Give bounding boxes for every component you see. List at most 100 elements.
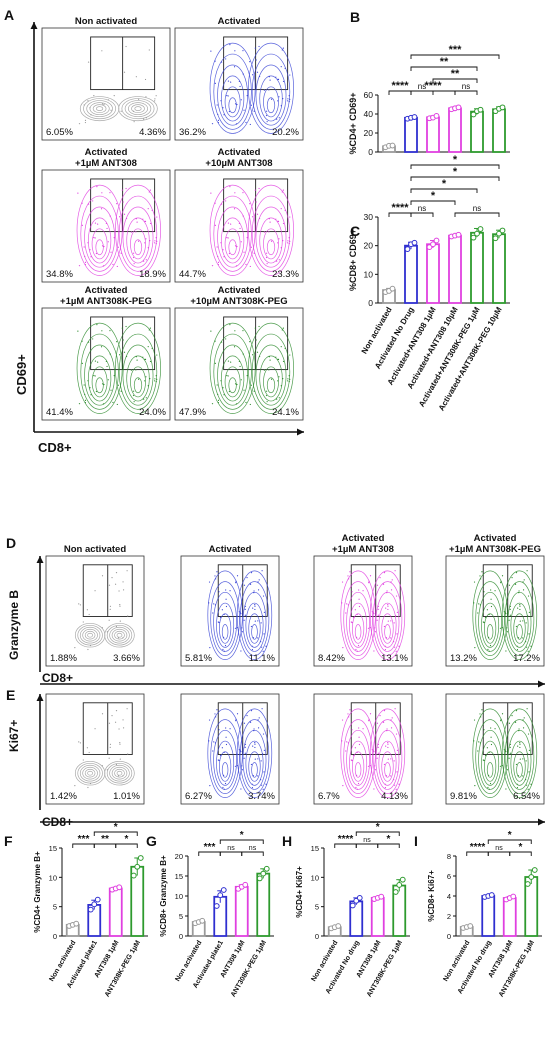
event-dot: [282, 327, 284, 329]
y-tick-label: 0: [447, 932, 451, 941]
contour-ring: [478, 591, 502, 652]
event-dot: [254, 620, 256, 622]
event-dot: [368, 718, 370, 720]
y-tick-label: 0: [53, 932, 57, 941]
data-point: [477, 106, 484, 113]
plot-frame: [180, 555, 280, 667]
event-dot: [227, 237, 229, 239]
event-dot: [253, 252, 255, 254]
event-dot: [246, 95, 248, 97]
event-dot: [216, 104, 218, 106]
event-dot: [494, 590, 496, 592]
event-dot: [371, 610, 373, 613]
event-dot: [145, 96, 147, 98]
event-dot: [484, 755, 487, 757]
contour-ring: [245, 602, 264, 648]
event-dot: [82, 621, 84, 623]
event-dots: [208, 708, 267, 790]
event-dot: [125, 187, 127, 190]
event-dot: [223, 256, 225, 258]
event-dot: [133, 252, 135, 254]
event-dot: [83, 246, 85, 248]
significance-label: ns: [418, 82, 426, 91]
event-dot: [149, 240, 151, 242]
event-dot: [250, 104, 252, 106]
event-dot: [369, 615, 372, 617]
event-dot: [145, 397, 147, 399]
event-dot: [368, 580, 370, 582]
event-dot: [81, 340, 83, 342]
plot-frame: [41, 27, 171, 141]
event-dot: [217, 255, 219, 258]
event-dot: [289, 378, 291, 380]
contour-ring: [216, 740, 235, 786]
event-dot: [96, 324, 98, 326]
plot-title: Activated: [218, 16, 261, 27]
contour-ring: [251, 624, 258, 640]
event-dot: [229, 186, 231, 188]
event-dot: [258, 717, 260, 719]
event-dot: [90, 114, 92, 116]
event-dot: [230, 223, 232, 225]
event-dot: [256, 213, 259, 215]
data-point: [399, 876, 406, 883]
event-dot: [522, 581, 524, 583]
event-dot: [528, 633, 530, 635]
event-dot: [373, 613, 375, 615]
contour-ring: [209, 42, 256, 134]
event-dot: [101, 575, 104, 577]
event-dot: [119, 743, 121, 745]
significance-bracket: *: [509, 842, 532, 856]
event-dot: [220, 61, 223, 63]
event-dot: [511, 715, 513, 717]
contour-ring: [483, 751, 497, 782]
event-dot: [289, 216, 291, 218]
event-dot: [287, 98, 289, 100]
data-point: [392, 889, 399, 895]
event-dot: [505, 613, 507, 615]
event-dot: [241, 627, 243, 629]
event-dot: [81, 224, 83, 226]
event-dot: [239, 611, 241, 613]
event-dot: [519, 758, 521, 760]
event-dot: [222, 387, 224, 389]
event-dot: [494, 728, 496, 730]
event-dot: [143, 398, 145, 400]
event-dot: [348, 578, 350, 580]
event-dot: [384, 648, 387, 651]
event-dot: [123, 213, 126, 215]
event-dot: [501, 713, 504, 715]
contour-ring: [504, 581, 535, 656]
event-dot: [473, 740, 475, 742]
event-dot: [372, 749, 374, 751]
contour-ring: [510, 740, 529, 786]
event-dot: [527, 733, 530, 735]
event-dot: [81, 202, 83, 204]
event-dot: [477, 612, 479, 614]
event-dot: [145, 117, 147, 119]
event-dots: [210, 44, 291, 126]
event-dot: [109, 215, 111, 217]
event-dot: [387, 742, 389, 744]
event-dot: [254, 743, 256, 745]
event-dot: [342, 785, 344, 787]
event-dot: [234, 765, 237, 767]
event-dot: [94, 222, 97, 224]
y-tick-label: 8: [447, 852, 451, 861]
event-dot: [126, 708, 128, 710]
event-dot: [239, 749, 241, 751]
plot-title: Activated: [209, 544, 252, 555]
event-dot: [261, 646, 263, 648]
contour-ring: [91, 228, 108, 260]
event-dot: [509, 614, 511, 616]
event-dot: [115, 763, 118, 766]
event-dot: [282, 360, 285, 363]
event-dot: [246, 375, 248, 377]
event-dot: [117, 246, 119, 248]
event-dot: [289, 240, 291, 242]
event-dot: [133, 390, 135, 392]
event-dot: [278, 397, 280, 399]
event-dot: [230, 361, 232, 363]
plot-frame: [45, 693, 145, 805]
